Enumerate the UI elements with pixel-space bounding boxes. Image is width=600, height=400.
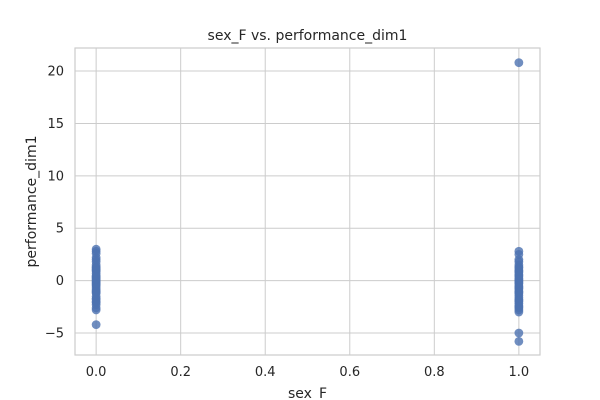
data-point xyxy=(514,296,524,305)
chart-title: sex_F vs. performance_dim1 xyxy=(208,28,408,44)
data-point xyxy=(514,283,524,293)
grid xyxy=(75,48,540,355)
data-point xyxy=(514,328,524,338)
data-point xyxy=(514,255,524,265)
y-tick-label: 10 xyxy=(47,169,64,184)
data-point xyxy=(91,275,101,284)
data-point xyxy=(91,248,101,258)
data-point xyxy=(91,305,101,315)
data-point xyxy=(514,302,524,312)
y-tick-label: −5 xyxy=(45,326,64,341)
x-tick-label: 0.8 xyxy=(424,365,445,380)
data-point xyxy=(514,58,524,68)
plot-frame xyxy=(74,47,541,356)
data-points xyxy=(91,58,524,346)
y-tick-label: 5 xyxy=(56,222,64,237)
x-tick-label: 0.6 xyxy=(339,365,360,380)
data-point xyxy=(514,275,524,284)
x-tick-label: 0.0 xyxy=(86,365,107,380)
y-tick-labels: −5 0 5 10 15 20 xyxy=(45,65,64,342)
data-point xyxy=(514,262,524,272)
x-tick-label: 1.0 xyxy=(509,365,530,380)
y-tick-label: 20 xyxy=(47,65,64,80)
data-point xyxy=(91,257,101,267)
data-point xyxy=(91,287,101,297)
x-tick-label: 0.4 xyxy=(255,365,276,380)
data-point xyxy=(91,263,101,273)
data-point xyxy=(514,336,524,346)
x-tick-label: 0.2 xyxy=(170,365,191,380)
data-point xyxy=(91,320,101,330)
y-tick-label: 0 xyxy=(56,274,64,289)
y-tick-label: 15 xyxy=(47,117,64,132)
y-axis-label: performance_dim1 xyxy=(24,136,40,268)
x-axis-label: sex_F xyxy=(288,386,327,400)
x-tick-labels: 0.0 0.2 0.4 0.6 0.8 1.0 xyxy=(86,365,529,380)
